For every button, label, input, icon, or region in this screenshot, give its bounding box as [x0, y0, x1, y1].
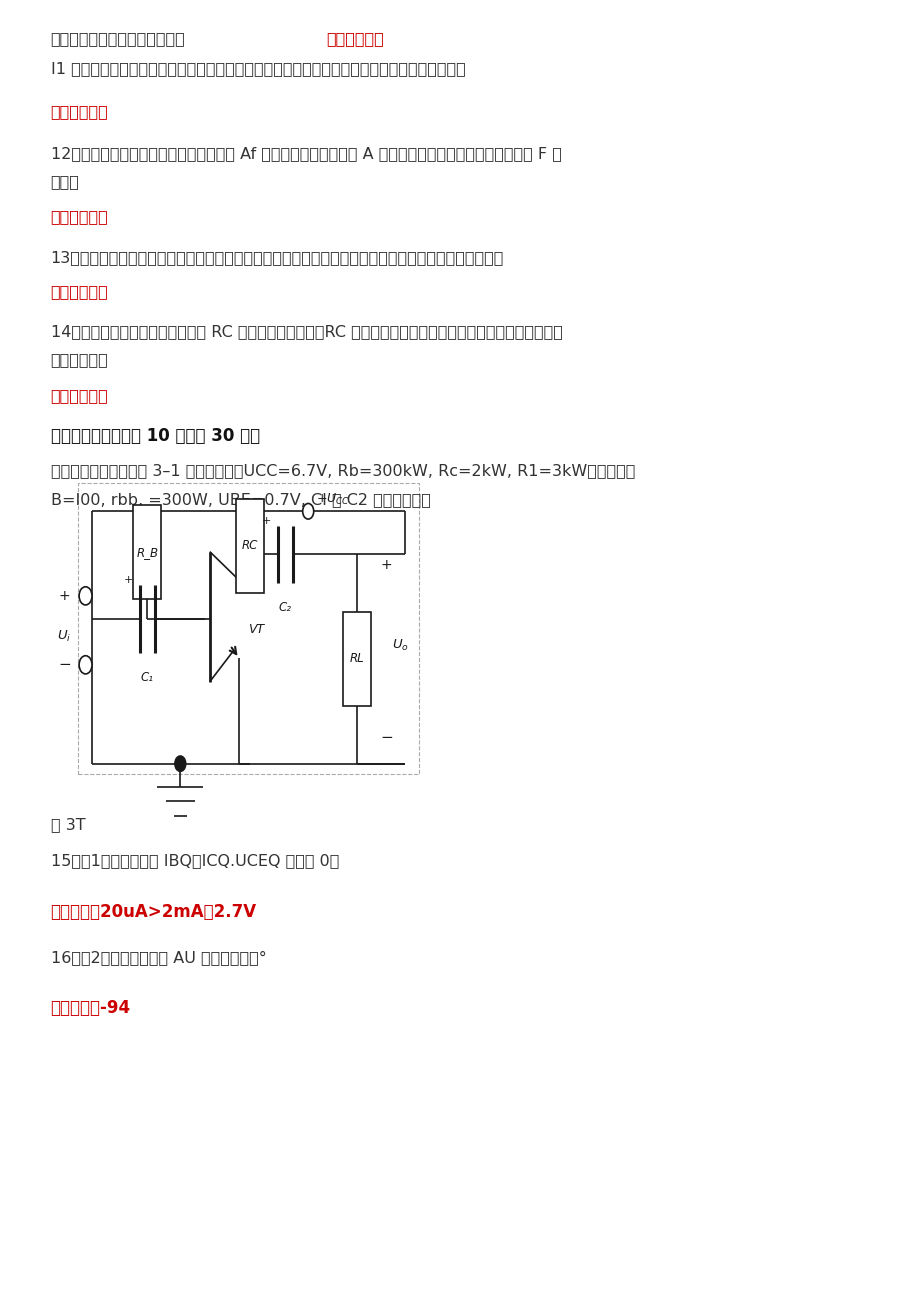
Text: 正确答案：对: 正确答案：对 [51, 209, 108, 225]
Text: 基本共射放大电路如图 3–1 所示，已知：UCC=6.7V, Rb=300kW, Rc=2kW, R1=3kW，三极管的: 基本共射放大电路如图 3–1 所示，已知：UCC=6.7V, Rb=300kW,… [51, 463, 634, 479]
Text: R_B: R_B [136, 546, 158, 558]
Text: +: + [124, 575, 133, 585]
Bar [236, 500, 264, 593]
Text: I1 甲乙类功率放大电路较乙类功率放大电路，具有输出功率大、效率高和非线性失真小的特点。: I1 甲乙类功率放大电路较乙类功率放大电路，具有输出功率大、效率高和非线性失真小… [51, 61, 465, 77]
Text: 12．当电路引入深度负反馈时，放大倍数 Af 可以认为与原放大倍数 A 无关，它取决于反馈回路的反馈系数 F 的: 12．当电路引入深度负反馈时，放大倍数 Af 可以认为与原放大倍数 A 无关，它… [51, 146, 561, 161]
Circle shape [175, 756, 186, 771]
Text: 15．（1）静态工作点 IBQ、ICQ.UCEQ 分别为 0；: 15．（1）静态工作点 IBQ、ICQ.UCEQ 分别为 0； [51, 853, 338, 869]
Text: RC: RC [242, 540, 258, 552]
Text: 则周期越长。: 则周期越长。 [51, 353, 108, 368]
Text: 偏置不受信号源和负载的影响。: 偏置不受信号源和负载的影响。 [51, 31, 185, 47]
Circle shape [79, 656, 92, 674]
Text: 大小。: 大小。 [51, 174, 79, 190]
Text: 正确答案：对: 正确答案：对 [51, 388, 108, 403]
Text: C₁: C₁ [141, 671, 153, 684]
Text: +: + [380, 558, 391, 571]
Text: 图 3T: 图 3T [51, 817, 85, 833]
Text: +: + [262, 515, 271, 526]
Text: $U_i$: $U_i$ [57, 630, 72, 644]
Bar [343, 611, 370, 705]
Bar [78, 483, 418, 774]
Text: 正确答案：错: 正确答案：错 [326, 31, 384, 47]
Text: 16．（2）电压放大倍数 AU 近似等于（）°: 16．（2）电压放大倍数 AU 近似等于（）° [51, 950, 267, 965]
Circle shape [79, 587, 92, 605]
Text: 正确答案：错: 正确答案：错 [51, 284, 108, 299]
Text: +: + [59, 589, 70, 602]
Bar [133, 506, 161, 598]
Text: $U_o$: $U_o$ [391, 639, 408, 653]
Text: $+U_{CC}$: $+U_{CC}$ [315, 492, 349, 507]
Text: 正确答案：-94: 正确答案：-94 [51, 999, 130, 1017]
Text: B=I00, rbb, =300W, UBE=0.7V, CI 和 C2 容量足够大。: B=I00, rbb, =300W, UBE=0.7V, CI 和 C2 容量足… [51, 492, 430, 507]
Text: 正确答案：错: 正确答案：错 [51, 104, 108, 120]
Circle shape [302, 503, 313, 519]
Text: 13．集成运放的偏置电路主要为差动放大电路提供直流偏置，以起到稳定静态工作点和抑制温漂的作用。: 13．集成运放的偏置电路主要为差动放大电路提供直流偏置，以起到稳定静态工作点和抑… [51, 250, 504, 265]
Text: 三、综合题（每小题 10 分，共 30 分）: 三、综合题（每小题 10 分，共 30 分） [51, 427, 259, 445]
Text: VT: VT [248, 623, 265, 636]
Text: C₂: C₂ [278, 601, 291, 614]
Text: −: − [380, 730, 392, 745]
Text: 正确答案：20uA>2mA、2.7V: 正确答案：20uA>2mA、2.7V [51, 903, 256, 921]
Text: −: − [58, 657, 71, 673]
Text: 14．方波发生器的输出信号周期受 RC 充放电速度的影响，RC 值越小，充放电速度越快，方波周期就越短，反之: 14．方波发生器的输出信号周期受 RC 充放电速度的影响，RC 值越小，充放电速… [51, 324, 562, 340]
Text: RL: RL [349, 653, 364, 665]
